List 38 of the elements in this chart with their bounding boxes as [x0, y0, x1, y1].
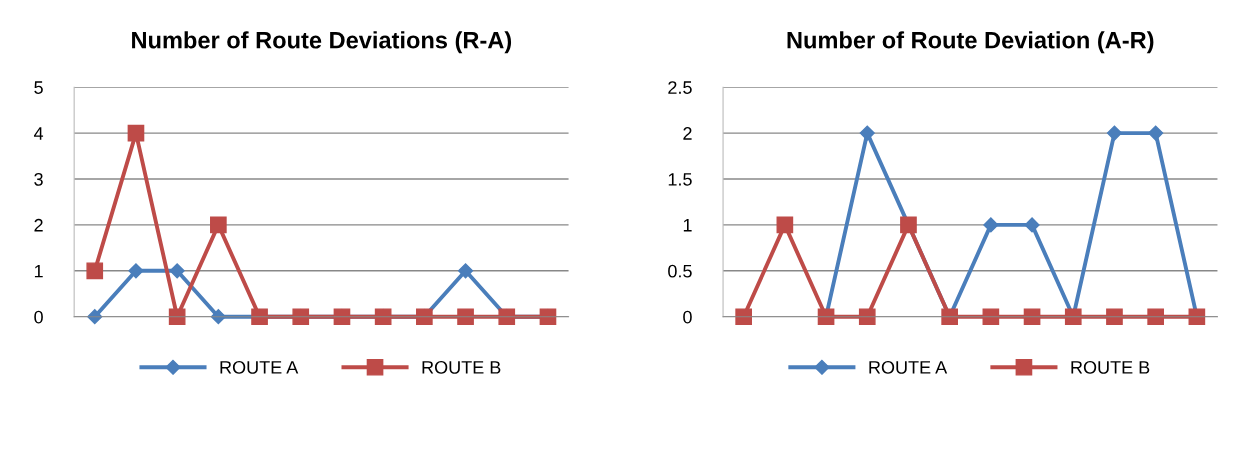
point — [1147, 308, 1164, 326]
legend-label: ROUTE B — [422, 360, 501, 374]
y-tick-label: 2 — [683, 127, 692, 140]
y-tick-label: 0 — [34, 310, 43, 324]
legend-label: ROUTE B — [1071, 360, 1150, 374]
point — [1148, 125, 1164, 141]
y-tick-label: 4 — [33, 127, 44, 140]
y-tick-label: 1 — [34, 264, 43, 278]
point — [128, 263, 144, 279]
point — [169, 263, 185, 279]
legend-label: ROUTE A — [220, 360, 299, 374]
point — [210, 216, 227, 234]
y-tick-label: 1 — [683, 219, 692, 232]
point — [1106, 125, 1123, 141]
y-tick-label: 0.5 — [668, 264, 692, 278]
point — [86, 262, 104, 280]
y-tick-label: 2.5 — [668, 81, 692, 94]
point — [168, 308, 186, 326]
point — [982, 308, 1000, 326]
point — [457, 263, 474, 279]
y-tick-label: 0 — [683, 310, 692, 324]
point — [983, 217, 999, 233]
point — [1023, 308, 1041, 326]
point — [1106, 308, 1123, 326]
point — [735, 308, 752, 326]
point — [776, 216, 794, 234]
point — [1024, 217, 1040, 233]
chart-title: Number of Route Deviation (A-R) — [787, 31, 1154, 54]
y-tick-label: 2 — [34, 218, 43, 232]
y-tick-label: 3 — [34, 172, 43, 186]
legend-label: ROUTE A — [869, 360, 948, 374]
chart-title: Number of Route Deviations (R-A) — [132, 31, 512, 54]
point — [858, 308, 876, 326]
point — [457, 308, 474, 326]
y-tick-label: 1.5 — [668, 173, 692, 186]
point — [127, 124, 145, 142]
point — [859, 125, 875, 141]
y-tick-label: 5 — [34, 81, 43, 94]
